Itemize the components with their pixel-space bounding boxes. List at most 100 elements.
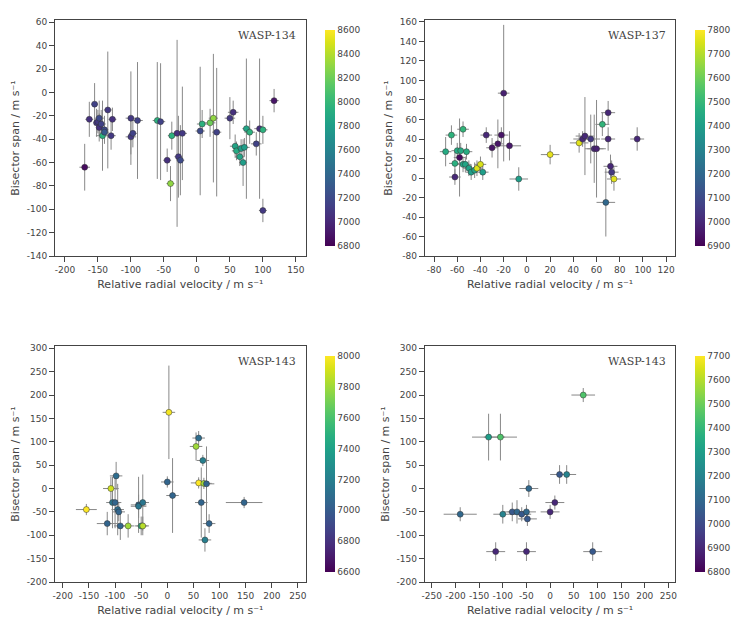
svg-text:60: 60 — [405, 115, 417, 125]
svg-text:7700: 7700 — [707, 49, 730, 59]
svg-text:100: 100 — [254, 265, 271, 275]
svg-text:7200: 7200 — [337, 193, 360, 203]
svg-text:50: 50 — [188, 591, 200, 601]
svg-text:8000: 8000 — [337, 351, 360, 361]
svg-text:7600: 7600 — [707, 375, 730, 385]
svg-text:Bisector span / m s⁻¹: Bisector span / m s⁻¹ — [9, 406, 22, 521]
svg-text:-80: -80 — [32, 181, 47, 191]
svg-text:6800: 6800 — [337, 241, 360, 251]
svg-text:100: 100 — [589, 591, 606, 601]
svg-text:20: 20 — [405, 154, 417, 164]
svg-text:100: 100 — [634, 265, 651, 275]
svg-text:-100: -100 — [27, 530, 48, 540]
svg-text:-100: -100 — [27, 204, 48, 214]
svg-text:-150: -150 — [396, 554, 417, 564]
svg-text:WASP-137: WASP-137 — [608, 29, 666, 42]
svg-text:7000: 7000 — [707, 519, 730, 529]
svg-text:-80: -80 — [402, 251, 417, 261]
svg-text:-150: -150 — [27, 554, 48, 564]
svg-text:-200: -200 — [396, 577, 417, 587]
svg-text:0: 0 — [547, 591, 553, 601]
svg-text:40: 40 — [405, 134, 417, 144]
svg-text:-250: -250 — [422, 591, 443, 601]
svg-text:6900: 6900 — [707, 241, 730, 251]
svg-text:7800: 7800 — [337, 121, 360, 131]
svg-text:7500: 7500 — [707, 399, 730, 409]
svg-text:-120: -120 — [27, 228, 48, 238]
svg-text:-100: -100 — [396, 530, 417, 540]
svg-text:0: 0 — [194, 265, 200, 275]
svg-text:7200: 7200 — [337, 475, 360, 485]
svg-text:-140: -140 — [27, 251, 48, 261]
svg-text:150: 150 — [287, 265, 304, 275]
svg-text:7400: 7400 — [707, 121, 730, 131]
svg-text:60: 60 — [591, 265, 603, 275]
svg-text:0: 0 — [524, 265, 530, 275]
svg-text:100: 100 — [30, 437, 47, 447]
svg-text:0: 0 — [41, 88, 47, 98]
svg-text:100: 100 — [211, 591, 228, 601]
svg-text:0: 0 — [164, 591, 170, 601]
svg-text:-50: -50 — [134, 591, 149, 601]
svg-text:0: 0 — [411, 173, 417, 183]
svg-text:50: 50 — [224, 265, 236, 275]
svg-text:120: 120 — [400, 56, 417, 66]
svg-text:-60: -60 — [402, 232, 417, 242]
svg-text:140: 140 — [400, 37, 417, 47]
svg-text:Relative radial velocity / m s: Relative radial velocity / m s⁻¹ — [467, 278, 633, 291]
svg-text:-60: -60 — [450, 265, 465, 275]
svg-text:7300: 7300 — [707, 145, 730, 155]
svg-text:WASP-143: WASP-143 — [238, 355, 296, 368]
svg-text:8000: 8000 — [337, 97, 360, 107]
svg-text:-100: -100 — [493, 591, 514, 601]
svg-text:-50: -50 — [32, 507, 47, 517]
svg-text:-200: -200 — [55, 265, 76, 275]
svg-text:-50: -50 — [402, 507, 417, 517]
svg-text:-40: -40 — [402, 212, 417, 222]
svg-text:120: 120 — [658, 265, 675, 275]
svg-text:250: 250 — [30, 367, 47, 377]
svg-text:-50: -50 — [157, 265, 172, 275]
svg-text:WASP-143: WASP-143 — [608, 355, 666, 368]
svg-text:6800: 6800 — [337, 536, 360, 546]
svg-text:250: 250 — [400, 367, 417, 377]
svg-text:300: 300 — [30, 343, 47, 353]
svg-text:-40: -40 — [473, 265, 488, 275]
svg-text:0: 0 — [41, 484, 47, 494]
svg-text:160: 160 — [400, 17, 417, 27]
svg-text:50: 50 — [405, 460, 417, 470]
svg-text:7400: 7400 — [707, 423, 730, 433]
svg-text:150: 150 — [30, 414, 47, 424]
svg-text:-150: -150 — [88, 265, 109, 275]
svg-text:80: 80 — [405, 95, 417, 105]
svg-text:7100: 7100 — [707, 495, 730, 505]
svg-text:7400: 7400 — [337, 169, 360, 179]
svg-text:-200: -200 — [53, 591, 74, 601]
svg-text:6900: 6900 — [707, 543, 730, 553]
svg-text:200: 200 — [636, 591, 653, 601]
svg-text:60: 60 — [36, 17, 48, 27]
svg-text:6600: 6600 — [337, 567, 360, 577]
svg-text:7000: 7000 — [707, 217, 730, 227]
svg-text:-150: -150 — [79, 591, 100, 601]
svg-text:Bisector span / m s⁻¹: Bisector span / m s⁻¹ — [382, 80, 395, 196]
svg-text:-20: -20 — [496, 265, 511, 275]
svg-text:8200: 8200 — [337, 73, 360, 83]
svg-text:-50: -50 — [519, 591, 534, 601]
svg-text:7400: 7400 — [337, 444, 360, 454]
svg-text:50: 50 — [568, 591, 580, 601]
svg-text:Bisector span / m s⁻¹: Bisector span / m s⁻¹ — [9, 80, 22, 195]
svg-text:-20: -20 — [32, 111, 47, 121]
svg-text:250: 250 — [289, 591, 306, 601]
svg-text:7200: 7200 — [707, 169, 730, 179]
svg-text:7800: 7800 — [707, 25, 730, 35]
svg-text:7300: 7300 — [707, 447, 730, 457]
svg-text:-200: -200 — [27, 577, 48, 587]
svg-text:8600: 8600 — [337, 25, 360, 35]
svg-text:50: 50 — [36, 460, 48, 470]
svg-text:-80: -80 — [427, 265, 442, 275]
svg-text:-100: -100 — [121, 265, 142, 275]
svg-text:7800: 7800 — [337, 382, 360, 392]
svg-text:250: 250 — [660, 591, 677, 601]
svg-text:7100: 7100 — [707, 193, 730, 203]
